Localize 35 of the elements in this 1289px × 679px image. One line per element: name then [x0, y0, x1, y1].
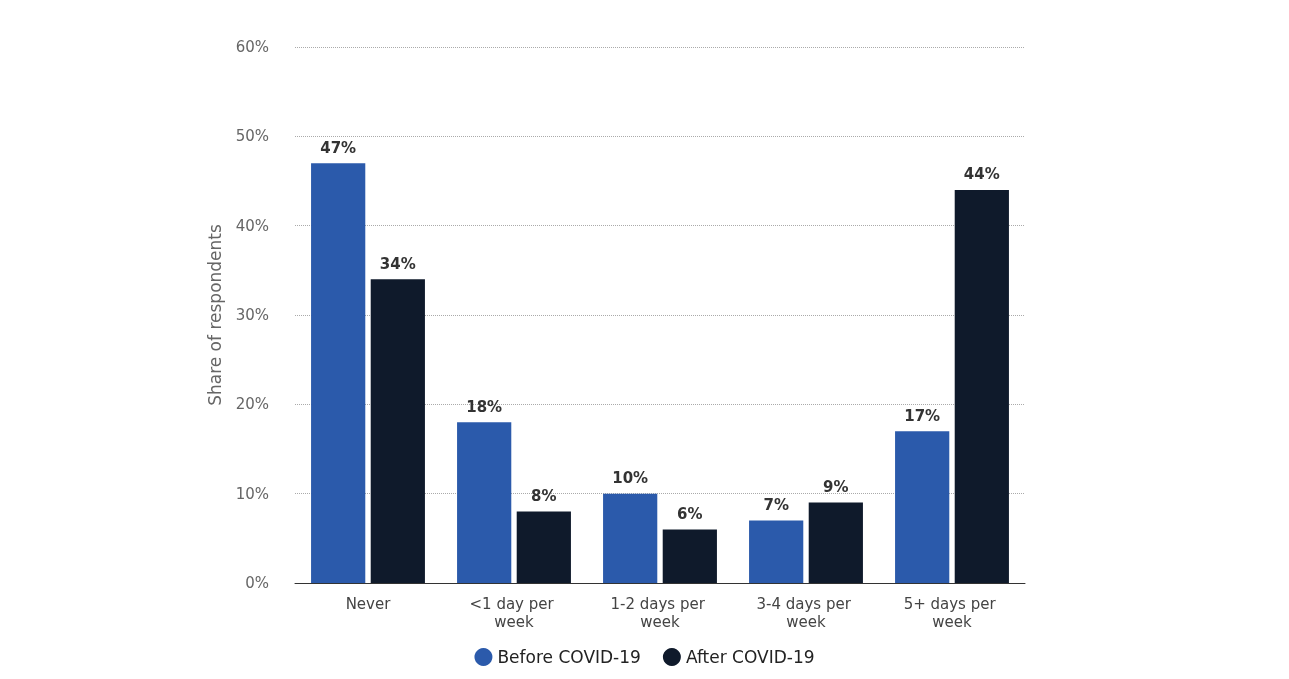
data-label: 18%: [466, 397, 503, 416]
y-tick-label: 0%: [245, 574, 269, 592]
bar: [603, 493, 658, 583]
data-label: 47%: [320, 138, 357, 157]
y-tick-label: 40%: [235, 216, 269, 235]
data-label: 7%: [763, 495, 789, 514]
data-label: 34%: [379, 254, 416, 273]
data-label: 10%: [612, 469, 649, 488]
x-tick-label: 3-4 days per week: [756, 595, 856, 631]
y-tick-label: 10%: [235, 484, 269, 503]
legend-label: Before COVID-19: [497, 647, 641, 667]
y-tick-label: 30%: [235, 306, 269, 324]
data-label: 44%: [963, 165, 1000, 184]
bar: [516, 511, 571, 583]
y-tick-label: 50%: [235, 127, 269, 146]
data-label: 8%: [531, 487, 557, 506]
x-tick-label: <1 day per week: [469, 595, 559, 631]
data-label: 17%: [904, 406, 941, 425]
bar: [954, 189, 1009, 583]
bar: [311, 163, 366, 583]
bar: [370, 279, 425, 583]
data-label: 6%: [677, 504, 703, 523]
x-tick-label: 5+ days per week: [903, 595, 1001, 631]
bar: [457, 422, 512, 583]
bar: [662, 529, 717, 583]
legend-label: After COVID-19: [685, 647, 815, 667]
y-axis-title: Share of respondents: [204, 224, 225, 406]
x-tick-label: Never: [345, 595, 392, 613]
y-tick-label: 60%: [235, 38, 269, 56]
bar: [808, 502, 863, 583]
bar: [895, 431, 950, 583]
data-label: 9%: [823, 478, 849, 497]
y-tick-label: 20%: [235, 395, 269, 414]
x-tick-label: 1-2 days per week: [610, 595, 710, 631]
bar: [749, 520, 804, 583]
